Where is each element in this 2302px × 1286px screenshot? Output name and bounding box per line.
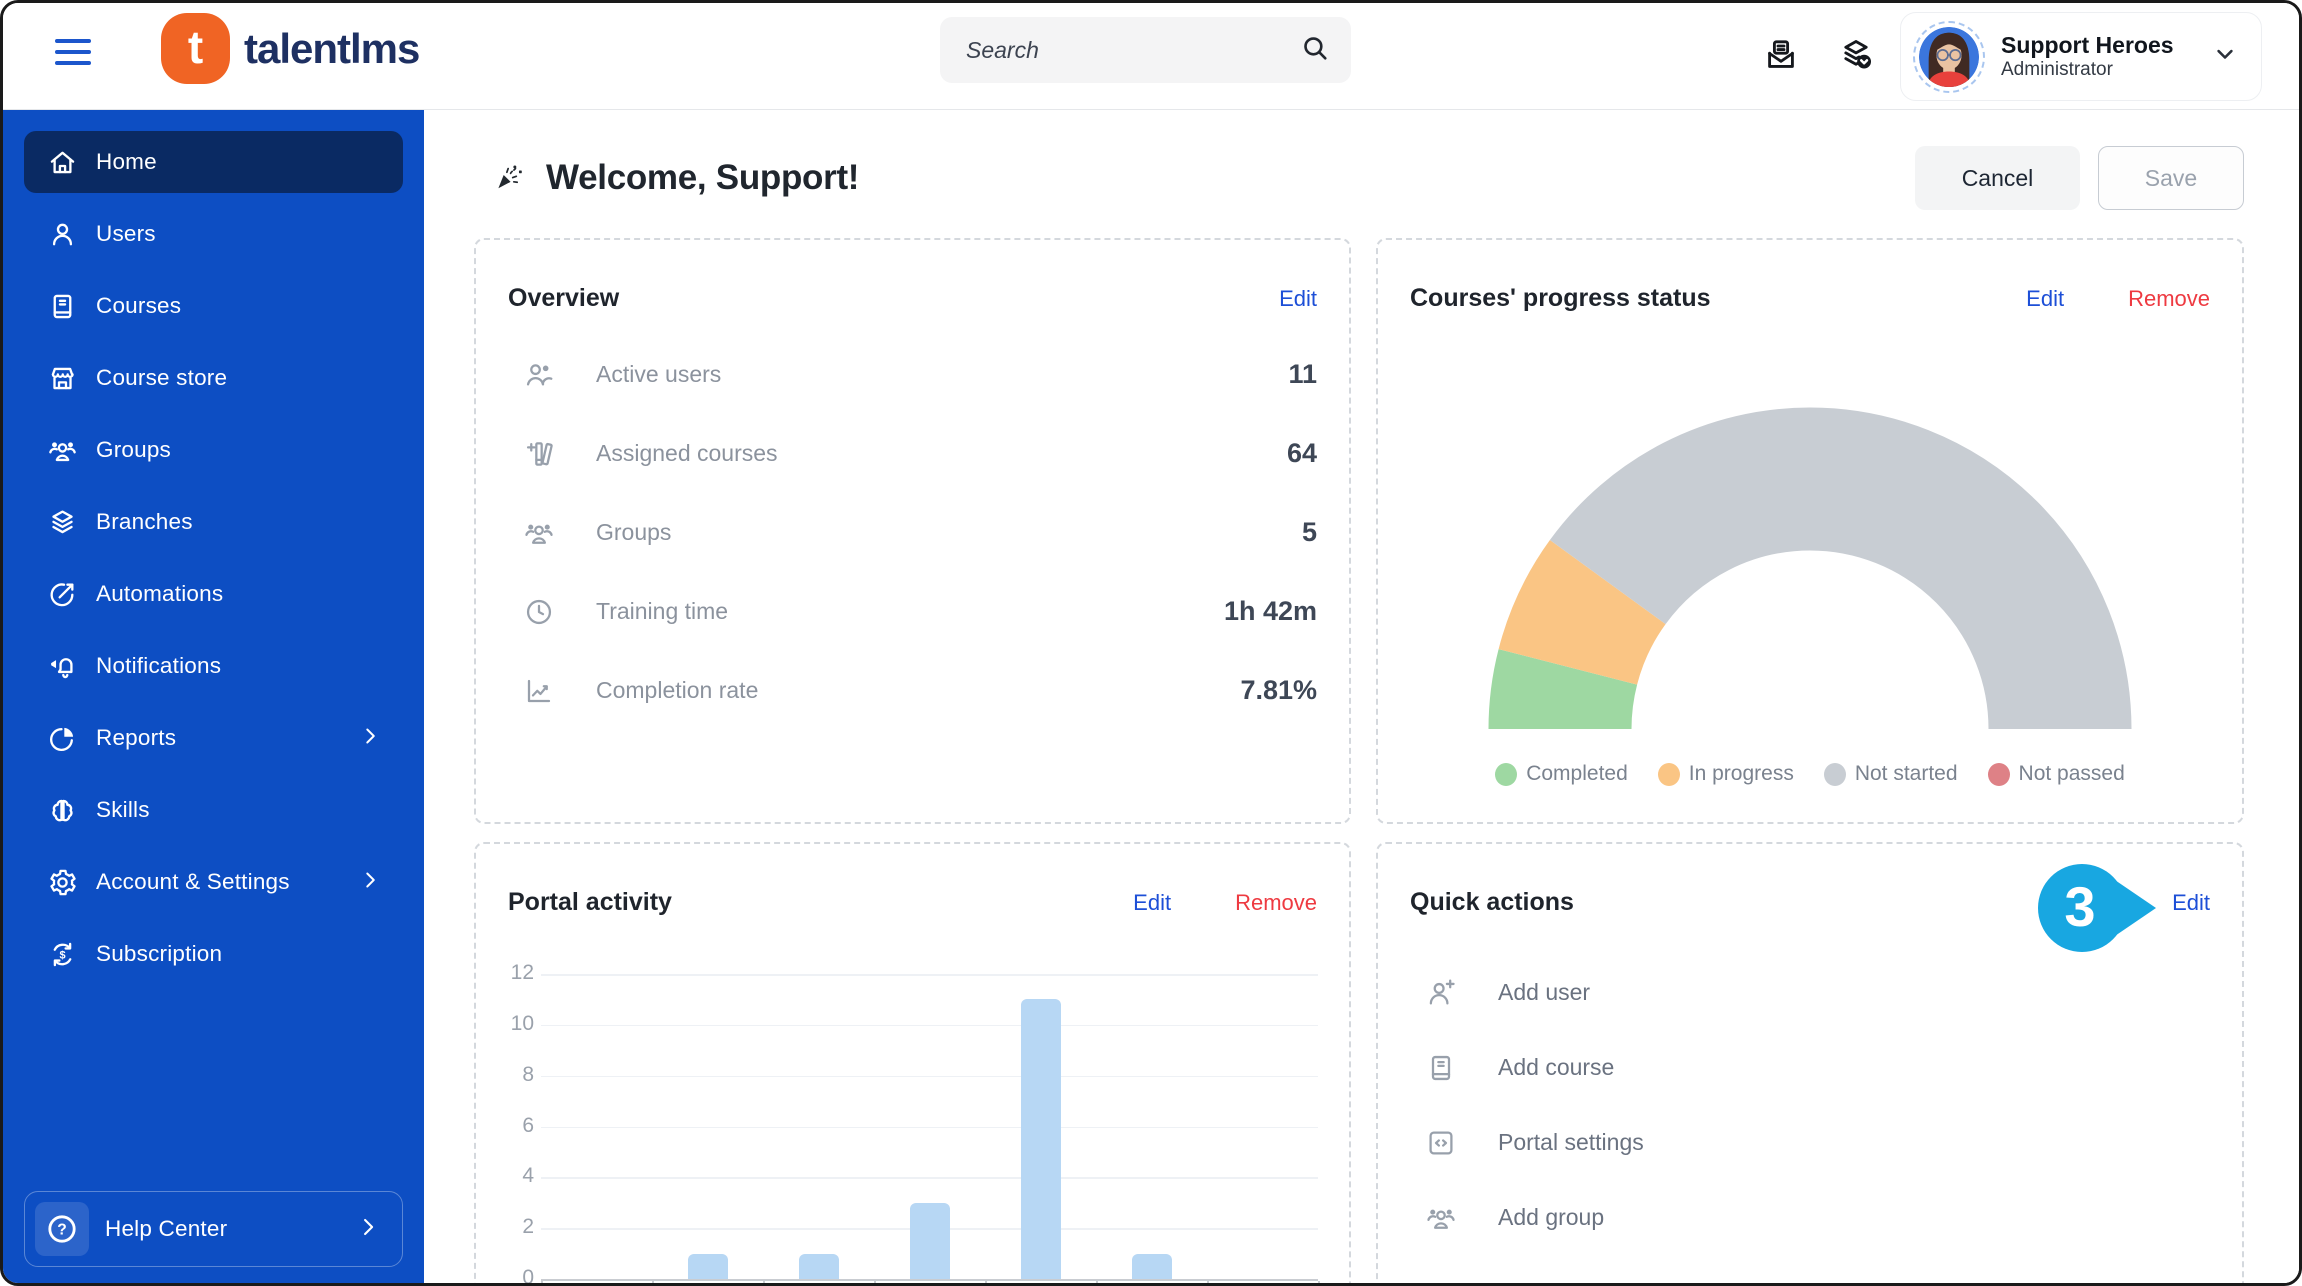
user-icon [52,223,73,245]
assigned-courses-icon [522,438,556,470]
progress-gauge [1488,407,2132,731]
gauge-legend: Completed In progress Not started Not pa… [1410,762,2210,786]
user-plus-icon [1424,977,1458,1009]
svg-text:$: $ [59,949,65,961]
active-users-icon [522,359,556,391]
sidebar-item-reports[interactable]: Reports [24,707,403,769]
bell-icon [51,657,73,678]
groups-icon [522,517,556,549]
sidebar-item-help-center[interactable]: ? Help Center [24,1191,403,1267]
home-icon [50,151,75,173]
user-role: Administrator [2001,58,2113,80]
store-icon [51,367,74,389]
quick-actions-title: Quick actions [1410,888,1574,916]
top-bar: t talentlms [3,3,2299,110]
activity-remove-link[interactable]: Remove [1235,889,1317,915]
sidebar-item-home[interactable]: Home [24,131,403,193]
svg-text:?: ? [57,1221,67,1238]
activity-title: Portal activity [508,888,672,916]
progress-status-card: Courses' progress status Edit Remove Com… [1376,238,2244,824]
overview-card: Overview Edit Active users 11 Assigned c… [474,238,1351,824]
chevron-right-icon [354,1213,382,1246]
page-title: Welcome, Support! [546,158,860,197]
add-group-action[interactable]: Add group [1410,1180,2210,1255]
chevron-right-icon [357,723,383,754]
legend-not-started: Not started [1823,762,1958,786]
logo-icon: t [161,13,230,84]
automation-icon [50,582,74,606]
portal-activity-chart: 0 2 4 6 8 10 12 [508,941,1320,1283]
portal-settings-action[interactable]: Portal settings [1410,1105,2210,1180]
progress-edit-link[interactable]: Edit [2026,285,2065,311]
save-button[interactable]: Save [2098,146,2244,210]
stat-training-time: Training time 1h 42m [508,572,1317,651]
pie-chart-icon [50,727,74,751]
sidebar-item-account-settings[interactable]: Account & Settings [24,851,403,913]
progress-title: Courses' progress status [1410,284,1711,312]
search-icon[interactable] [1299,32,1331,69]
sidebar-item-subscription[interactable]: $ Subscription [24,923,403,985]
logo-wordmark: talentlms [244,24,420,72]
stat-active-users: Active users 11 [508,335,1317,414]
subscription-icon: $ [53,942,72,966]
step-3-callout: 3 [2037,862,2159,959]
clock-icon [522,596,556,628]
legend-not-passed: Not passed [1987,762,2125,786]
sidebar-item-course-store[interactable]: Course store [24,347,403,409]
logo[interactable]: t talentlms [161,13,420,84]
sidebar-item-groups[interactable]: Groups [24,419,403,481]
inbox-message-icon[interactable] [1763,37,1803,77]
stat-completion-rate: Completion rate 7.81% [508,651,1317,730]
chevron-down-icon [2211,40,2239,73]
sidebar-item-branches[interactable]: Branches [24,491,403,553]
quick-actions-edit-link[interactable]: Edit [2172,889,2210,915]
sidebar: Home Users Courses Course store Groups B… [3,110,424,1283]
sidebar-item-users[interactable]: Users [24,203,403,265]
overview-title: Overview [508,284,620,312]
quick-actions-card: Quick actions Edit 3 Add user [1376,842,2244,1283]
sidebar-item-courses[interactable]: Courses [24,275,403,337]
chevron-right-icon [357,867,383,898]
user-name: Support Heroes [2001,32,2174,59]
layers-icon [52,509,73,533]
stat-assigned-courses: Assigned courses 64 [508,414,1317,493]
svg-text:3: 3 [2064,875,2095,938]
overview-edit-link[interactable]: Edit [1279,285,1317,311]
stack-check-icon[interactable] [1838,37,1878,77]
groups-icon [1424,1202,1458,1234]
add-course-action[interactable]: Add course [1410,1030,2210,1105]
cancel-button[interactable]: Cancel [1915,146,2080,210]
profile-menu[interactable]: Support Heroes Administrator [1900,12,2262,101]
party-popper-icon [492,159,526,198]
add-user-action[interactable]: Add user [1410,955,2210,1030]
trend-chart-icon [522,675,556,707]
brain-icon [52,799,73,821]
help-icon: ? [35,1202,89,1256]
code-settings-icon [1424,1127,1458,1159]
progress-remove-link[interactable]: Remove [2128,285,2210,311]
activity-edit-link[interactable]: Edit [1133,889,1172,915]
sidebar-item-skills[interactable]: Skills [24,779,403,841]
menu-icon[interactable] [55,39,91,67]
book-icon [53,294,72,318]
avatar [1913,20,1985,93]
portal-activity-card: Portal activity Edit Remove 0 2 4 6 8 10 12 [474,842,1351,1283]
stat-groups: Groups 5 [508,493,1317,572]
search-box [940,17,1351,83]
sidebar-item-automations[interactable]: Automations [24,563,403,625]
legend-in-progress: In progress [1657,762,1794,786]
main-content: Welcome, Support! Cancel Save Overview E… [424,110,2299,1283]
gear-icon [50,869,76,895]
book-icon [1424,1052,1458,1084]
sidebar-item-notifications[interactable]: Notifications [24,635,403,697]
legend-completed: Completed [1495,762,1628,786]
groups-icon [49,441,76,461]
search-input[interactable] [966,36,1299,64]
